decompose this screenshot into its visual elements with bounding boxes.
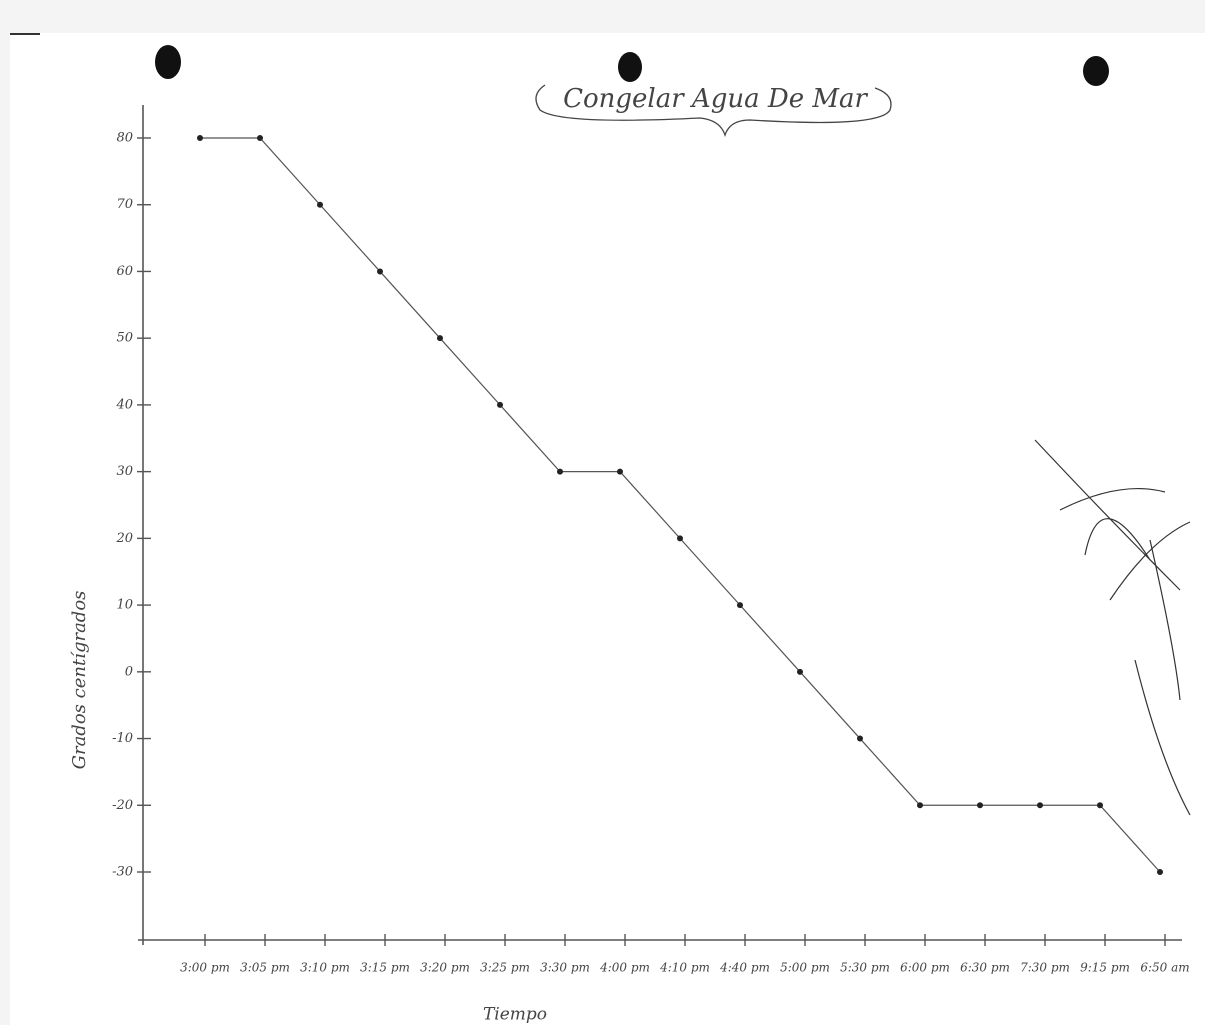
data-point bbox=[1037, 802, 1043, 808]
y-tick-label: 20 bbox=[115, 531, 133, 546]
x-tick-label: 7:30 pm bbox=[1020, 961, 1070, 975]
y-tick-label: -20 bbox=[112, 798, 133, 813]
y-axis-label: Grados centígrados bbox=[69, 591, 90, 770]
data-point bbox=[257, 135, 263, 141]
y-tick-label: -10 bbox=[112, 731, 133, 746]
y-tick-label: 70 bbox=[116, 197, 133, 212]
x-tick-label: 3:00 pm bbox=[180, 961, 230, 975]
x-tick-label: 6:30 pm bbox=[960, 961, 1010, 975]
data-point bbox=[977, 802, 983, 808]
y-tick-label: 40 bbox=[115, 397, 133, 412]
paper bbox=[10, 33, 1205, 1025]
data-point bbox=[557, 469, 563, 475]
x-axis-label: Tiempo bbox=[483, 1005, 547, 1025]
x-tick-label: 5:30 pm bbox=[840, 961, 890, 975]
page: Congelar Agua De Mar Grados centígrados … bbox=[0, 0, 1205, 1025]
x-tick-label: 3:20 pm bbox=[420, 961, 470, 975]
x-tick-label: 3:30 pm bbox=[540, 961, 590, 975]
data-point bbox=[1157, 869, 1163, 875]
data-point bbox=[1097, 802, 1103, 808]
y-tick-label: 10 bbox=[116, 598, 133, 613]
data-point bbox=[317, 202, 323, 208]
chart-title: Congelar Agua De Mar bbox=[563, 84, 868, 114]
y-tick-label: 0 bbox=[125, 664, 133, 679]
data-point bbox=[617, 469, 623, 475]
data-point bbox=[857, 736, 863, 742]
data-point bbox=[797, 669, 803, 675]
x-tick-label: 5:00 pm bbox=[780, 961, 830, 975]
x-tick-label: 3:25 pm bbox=[480, 961, 530, 975]
data-point bbox=[377, 268, 383, 274]
data-point bbox=[497, 402, 503, 408]
chart: Congelar Agua De Mar Grados centígrados … bbox=[0, 0, 1205, 1025]
y-tick-label: -30 bbox=[112, 865, 133, 880]
x-tick-label: 4:00 pm bbox=[599, 961, 650, 975]
x-tick-label: 3:10 pm bbox=[300, 961, 350, 975]
data-point bbox=[437, 335, 443, 341]
data-point bbox=[917, 802, 923, 808]
data-point bbox=[737, 602, 743, 608]
x-tick-label: 3:05 pm bbox=[240, 961, 290, 975]
x-tick-label: 4:10 pm bbox=[659, 961, 710, 975]
binder-hole bbox=[618, 52, 642, 82]
data-point bbox=[197, 135, 203, 141]
data-point bbox=[677, 535, 683, 541]
x-tick-label: 3:15 pm bbox=[360, 961, 410, 975]
y-tick-label: 30 bbox=[116, 464, 133, 479]
binder-hole bbox=[1083, 56, 1109, 86]
y-tick-label: 80 bbox=[116, 131, 133, 146]
binder-hole bbox=[155, 45, 181, 79]
x-tick-label: 4:40 pm bbox=[719, 961, 770, 975]
y-tick-label: 60 bbox=[116, 264, 133, 279]
x-tick-label: 6:00 pm bbox=[900, 961, 950, 975]
x-tick-label: 6:50 am bbox=[1140, 961, 1189, 975]
x-tick-label: 9:15 pm bbox=[1080, 961, 1130, 975]
y-tick-label: 50 bbox=[116, 331, 133, 346]
